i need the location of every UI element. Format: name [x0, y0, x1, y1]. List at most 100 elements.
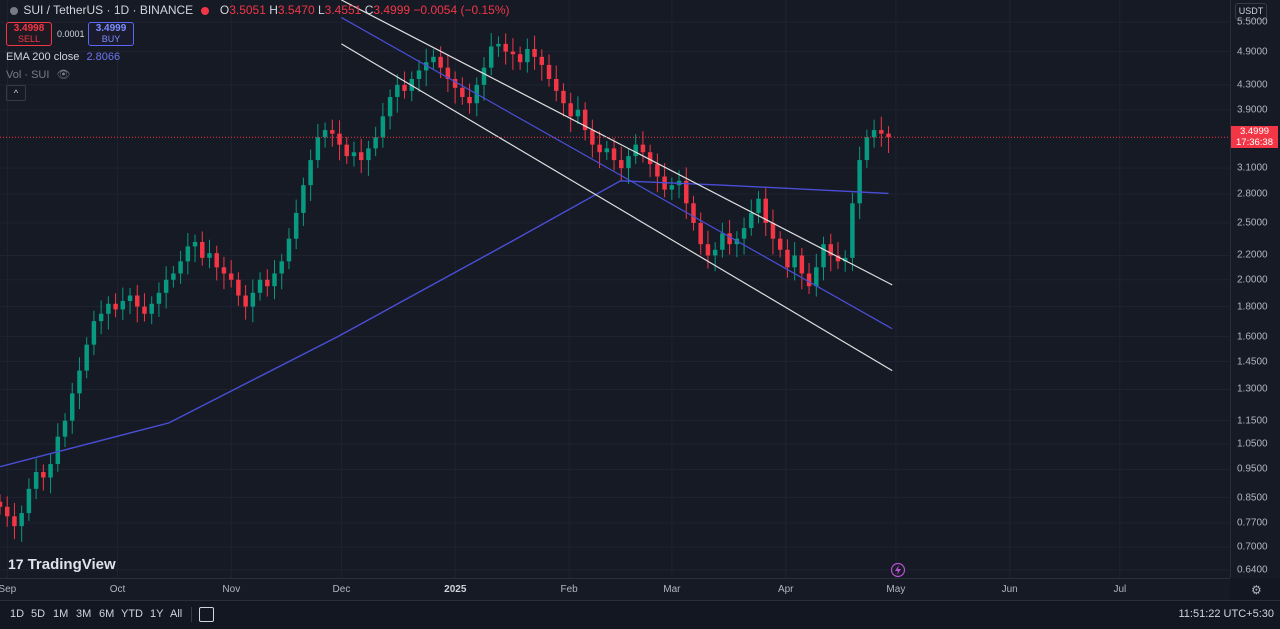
range-all-button[interactable]: All: [170, 608, 183, 620]
lightning-icon[interactable]: [890, 562, 906, 578]
candle: [221, 256, 227, 290]
candle: [373, 126, 378, 157]
candle: [633, 134, 638, 164]
range-3m-button[interactable]: 3M: [76, 608, 92, 620]
candle: [655, 153, 660, 193]
symbol-title[interactable]: SUI / TetherUS · 1D · BINANCE: [23, 3, 194, 17]
candle: [720, 222, 725, 258]
time-axis[interactable]: Sep Oct Nov Dec 2025 Feb Mar Apr May Jun Jul ⚙: [0, 578, 1262, 601]
candle: [113, 293, 118, 318]
ema-200-line[interactable]: [0, 180, 889, 468]
candle: [279, 253, 284, 290]
candle: [106, 296, 111, 330]
candle: [741, 217, 747, 255]
last-price-value: 3.4999: [1239, 126, 1270, 138]
candle: [380, 102, 386, 148]
price-tick-12: 1.3000: [1237, 383, 1268, 395]
candle: [265, 269, 270, 297]
candle: [423, 48, 429, 87]
price-axis[interactable]: USDT 5.5000 4.9000 4.3000 3.9000 3.1000 2.800…: [1230, 0, 1280, 578]
price-tick-4: 3.1000: [1237, 162, 1268, 174]
candle: [41, 464, 46, 491]
logo-text: TradingView: [27, 556, 116, 573]
candle: [402, 71, 407, 99]
ohlc-high: 3.5470: [277, 3, 315, 17]
candle: [33, 458, 39, 500]
candle: [77, 357, 82, 410]
price-tick-8: 2.0000: [1237, 274, 1268, 286]
candle: [344, 137, 349, 164]
candle: [330, 119, 335, 147]
volume-legend[interactable]: Vol · SUI 👁: [6, 68, 70, 81]
settings-gear-icon[interactable]: ⚙: [1251, 583, 1262, 597]
price-tick-15: 0.9500: [1237, 463, 1268, 475]
ema-legend[interactable]: EMA 200 close 2.8066: [6, 51, 120, 63]
eye-icon[interactable]: 👁: [56, 69, 71, 81]
candle: [532, 35, 537, 70]
candle: [770, 209, 776, 255]
calendar-icon[interactable]: [199, 607, 214, 622]
collapse-legend-button[interactable]: ^: [6, 85, 26, 101]
time-tick-6: Mar: [663, 584, 681, 595]
candle: [553, 65, 559, 102]
candle: [228, 260, 234, 288]
lines-layer: [0, 0, 1230, 468]
candle: [149, 296, 154, 325]
candle: [214, 245, 219, 281]
last-price-label: 3.4999 17:36:38: [1231, 126, 1278, 149]
chart-canvas[interactable]: [0, 0, 1230, 578]
candle: [337, 120, 342, 161]
range-1y-button[interactable]: 1Y: [150, 608, 164, 620]
range-ytd-button[interactable]: YTD: [121, 608, 143, 620]
candle: [864, 129, 870, 168]
candle: [763, 188, 768, 236]
ohlc-change: −0.0054 (−0.15%): [413, 3, 510, 17]
currency-selector[interactable]: USDT: [1235, 3, 1267, 20]
candle: [445, 54, 451, 93]
price-tick-14: 1.0500: [1237, 438, 1268, 450]
candle: [734, 231, 740, 258]
candle: [250, 279, 256, 323]
candle: [156, 282, 162, 317]
range-5d-button[interactable]: 5D: [31, 608, 46, 620]
channel-trendline-2[interactable]: [341, 43, 893, 372]
time-tick-2: Nov: [222, 584, 241, 595]
candle: [19, 505, 24, 542]
time-tick-0: Sep: [0, 584, 17, 595]
sell-button[interactable]: 3.4998 SELL: [6, 22, 52, 46]
candle: [135, 285, 140, 323]
price-tick-1: 4.9000: [1237, 46, 1268, 58]
candle: [705, 230, 711, 269]
price-tick-13: 1.1500: [1237, 415, 1268, 427]
clock[interactable]: 11:51:22 UTC+5:30: [1178, 608, 1275, 620]
grid-lines: [0, 0, 1230, 578]
candle: [26, 478, 32, 521]
time-tick-9: Jun: [1001, 584, 1018, 595]
candle: [163, 266, 169, 309]
time-tick-1: Oct: [109, 584, 126, 595]
ohlc-high-label: H: [269, 3, 278, 17]
candle: [200, 231, 205, 266]
buy-button[interactable]: 3.4999 BUY: [88, 22, 134, 46]
channel-trendline-1[interactable]: [341, 17, 893, 330]
chart-pane[interactable]: SUI / TetherUS · 1D · BINANCE O3.5051 H3…: [0, 0, 1230, 578]
candle: [416, 59, 422, 93]
candle: [467, 83, 472, 114]
channel-trendline-0[interactable]: [341, 0, 893, 286]
candle: [850, 192, 855, 271]
candle: [611, 137, 617, 171]
range-1d-button[interactable]: 1D: [10, 608, 25, 620]
candle: [286, 228, 292, 270]
candle: [120, 287, 126, 320]
candle: [525, 38, 530, 73]
candle: [640, 131, 646, 163]
range-6m-button[interactable]: 6M: [99, 608, 115, 620]
ohlc-open-label: O: [219, 3, 230, 17]
candle: [127, 287, 133, 315]
candle: [431, 49, 436, 70]
time-tick-8: May: [886, 584, 906, 595]
price-tick-10: 1.6000: [1237, 331, 1268, 343]
candle: [539, 49, 545, 81]
ema-label: EMA 200 close: [6, 51, 80, 63]
range-1m-button[interactable]: 1M: [53, 608, 69, 620]
